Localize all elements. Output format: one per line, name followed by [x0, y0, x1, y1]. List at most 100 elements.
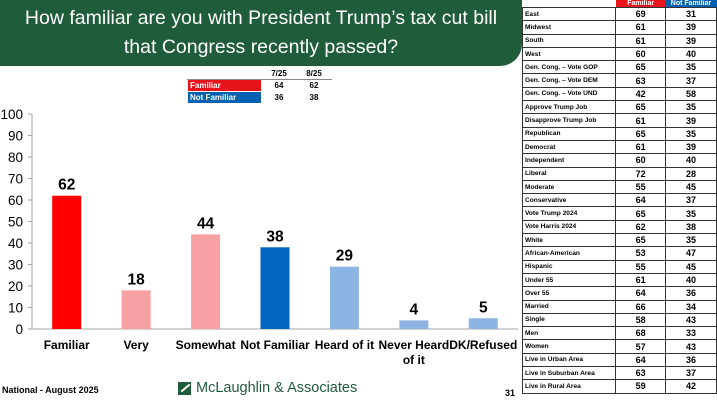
crosstab-row-label: Vote Trump 2024	[521, 206, 617, 221]
page-title-line1: How familiar are you with President Trum…	[24, 7, 498, 29]
bar-value-label: 38	[266, 228, 284, 245]
crosstab-row-not-familiar: 35	[665, 60, 717, 75]
category-label: Somewhat	[176, 338, 236, 352]
crosstab-row-label: Approve Trump Job	[521, 100, 617, 115]
crosstab-row: East 69 31	[521, 6, 717, 22]
y-tick-label: 100	[0, 107, 23, 122]
crosstab-row-not-familiar: 39	[665, 139, 717, 155]
crosstab-row-not-familiar: 39	[665, 33, 717, 48]
category-label: Very	[123, 338, 149, 352]
crosstab-row-label: Married	[521, 299, 617, 314]
crosstab-row-familiar: 63	[615, 73, 667, 88]
category-label: Never Heard	[378, 338, 449, 352]
crosstab-row-label: East	[521, 6, 617, 22]
crosstab-row-familiar: 68	[615, 326, 667, 341]
bar-value-label: 29	[336, 248, 354, 265]
y-tick-label: 0	[15, 322, 23, 337]
crosstab-row: West 60 40	[521, 46, 717, 62]
crosstab-row-familiar: 61	[615, 272, 667, 288]
crosstab-table: Familiar Not Familiar East 69 31 Midwest 61 3…	[521, 0, 717, 394]
crosstab-row: South 61 39	[521, 33, 717, 48]
crosstab-row: Disapprove Trump Job 61 39	[521, 113, 717, 128]
crosstab-row-label: South	[521, 33, 617, 48]
crosstab-row-familiar: 69	[615, 6, 667, 22]
crosstab-header: Familiar Not Familiar	[522, 0, 717, 8]
crosstab-row-not-familiar: 37	[665, 193, 717, 208]
y-tick-label: 40	[8, 236, 23, 251]
crosstab-header-familiar: Familiar	[615, 0, 666, 8]
bar	[468, 318, 498, 329]
crosstab-row-not-familiar: 36	[665, 352, 717, 368]
trend-row-value: 62	[296, 79, 332, 92]
crosstab-row-not-familiar: 31	[665, 6, 717, 22]
bar-value-label: 62	[58, 177, 75, 194]
crosstab-row-familiar: 59	[615, 379, 667, 394]
trend-table: 7/25 8/25 Familiar 64 62 Not Familiar 36…	[187, 67, 332, 104]
crosstab-row: Men 68 33	[521, 326, 717, 341]
y-tick-label: 80	[8, 150, 23, 165]
crosstab-row-not-familiar: 39	[665, 20, 717, 35]
crosstab-row-label: Men	[521, 326, 617, 341]
crosstab-row-familiar: 57	[615, 339, 667, 354]
crosstab-panel: Familiar Not Familiar East 69 31 Midwest 61 3…	[521, 0, 717, 401]
page-title: How familiar are you with President Trum…	[0, 4, 522, 62]
crosstab-row-familiar: 64	[615, 193, 667, 208]
category-label: Familiar	[44, 338, 90, 352]
bar	[329, 266, 359, 329]
bar	[399, 320, 429, 329]
crosstab-row-label: Single	[521, 312, 617, 328]
trend-header-7-25: 7/25	[261, 67, 297, 80]
bar-value-label: 18	[128, 271, 146, 288]
category-label: of it	[403, 353, 425, 367]
crosstab-row-familiar: 65	[615, 100, 667, 115]
trend-row-value: 36	[261, 91, 297, 104]
crosstab-row-familiar: 42	[615, 86, 667, 102]
crosstab-header-not-familiar: Not Familiar	[665, 0, 717, 8]
crosstab-row: Democrat 61 39	[521, 139, 717, 155]
crosstab-row-label: Moderate	[521, 179, 617, 195]
crosstab-row-not-familiar: 39	[665, 113, 717, 128]
crosstab-row: Gen. Cong. – Vote UND 42 58	[521, 86, 717, 102]
crosstab-row-not-familiar: 40	[665, 272, 717, 288]
crosstab-row-familiar: 55	[615, 259, 667, 274]
y-tick-label: 50	[8, 215, 23, 230]
crosstab-row: Live in Rural Area 59 42	[521, 379, 717, 394]
crosstab-row-familiar: 63	[615, 366, 667, 381]
bar	[52, 195, 82, 329]
crosstab-row-label: White	[521, 233, 617, 248]
crosstab-row: Gen. Cong. – Vote GOP 65 35	[521, 60, 717, 75]
crosstab-row-not-familiar: 43	[665, 312, 717, 328]
bar-value-label: 44	[197, 215, 215, 232]
crosstab-row-label: Over 55	[521, 286, 617, 301]
crosstab-row-label: Gen. Cong. – Vote DEM	[521, 73, 617, 88]
crosstab-row-label: Liberal	[521, 166, 617, 181]
footer-survey-label: National - August 2025	[2, 385, 99, 395]
crosstab-row: Midwest 61 39	[521, 20, 717, 35]
crosstab-row-not-familiar: 47	[665, 246, 717, 261]
category-label: Not Familiar	[240, 338, 310, 352]
trend-row-not-familiar: Not Familiar 36 38	[187, 91, 332, 104]
crosstab-row-label: Live in Rural Area	[521, 379, 617, 394]
trend-row-value: 64	[261, 79, 297, 92]
crosstab-row-label: Gen. Cong. – Vote UND	[521, 86, 617, 102]
crosstab-row-label: Disapprove Trump Job	[521, 113, 617, 128]
crosstab-row-label: West	[521, 46, 617, 62]
crosstab-row: Moderate 55 45	[521, 179, 717, 195]
crosstab-row-label: Women	[521, 339, 617, 354]
crosstab-row: Live in Urban Area 64 36	[521, 352, 717, 368]
crosstab-row-not-familiar: 42	[665, 379, 717, 394]
crosstab-row-familiar: 55	[615, 179, 667, 195]
y-tick-label: 90	[8, 129, 23, 144]
crosstab-row-label: Live in Suburban Area	[521, 366, 617, 381]
crosstab-row-label: Republican	[521, 126, 617, 141]
crosstab-row-label: African-American	[521, 246, 617, 261]
crosstab-row-familiar: 66	[615, 299, 667, 314]
crosstab-row: Gen. Cong. – Vote DEM 63 37	[521, 73, 717, 88]
crosstab-row-not-familiar: 35	[665, 100, 717, 115]
trend-row-value: 38	[296, 91, 332, 104]
crosstab-row-not-familiar: 33	[665, 326, 717, 341]
company-logo: McLaughlin & Associates	[178, 380, 357, 396]
crosstab-row-not-familiar: 38	[665, 219, 717, 235]
bar-value-label: 5	[479, 299, 488, 316]
crosstab-row-familiar: 72	[615, 166, 667, 181]
